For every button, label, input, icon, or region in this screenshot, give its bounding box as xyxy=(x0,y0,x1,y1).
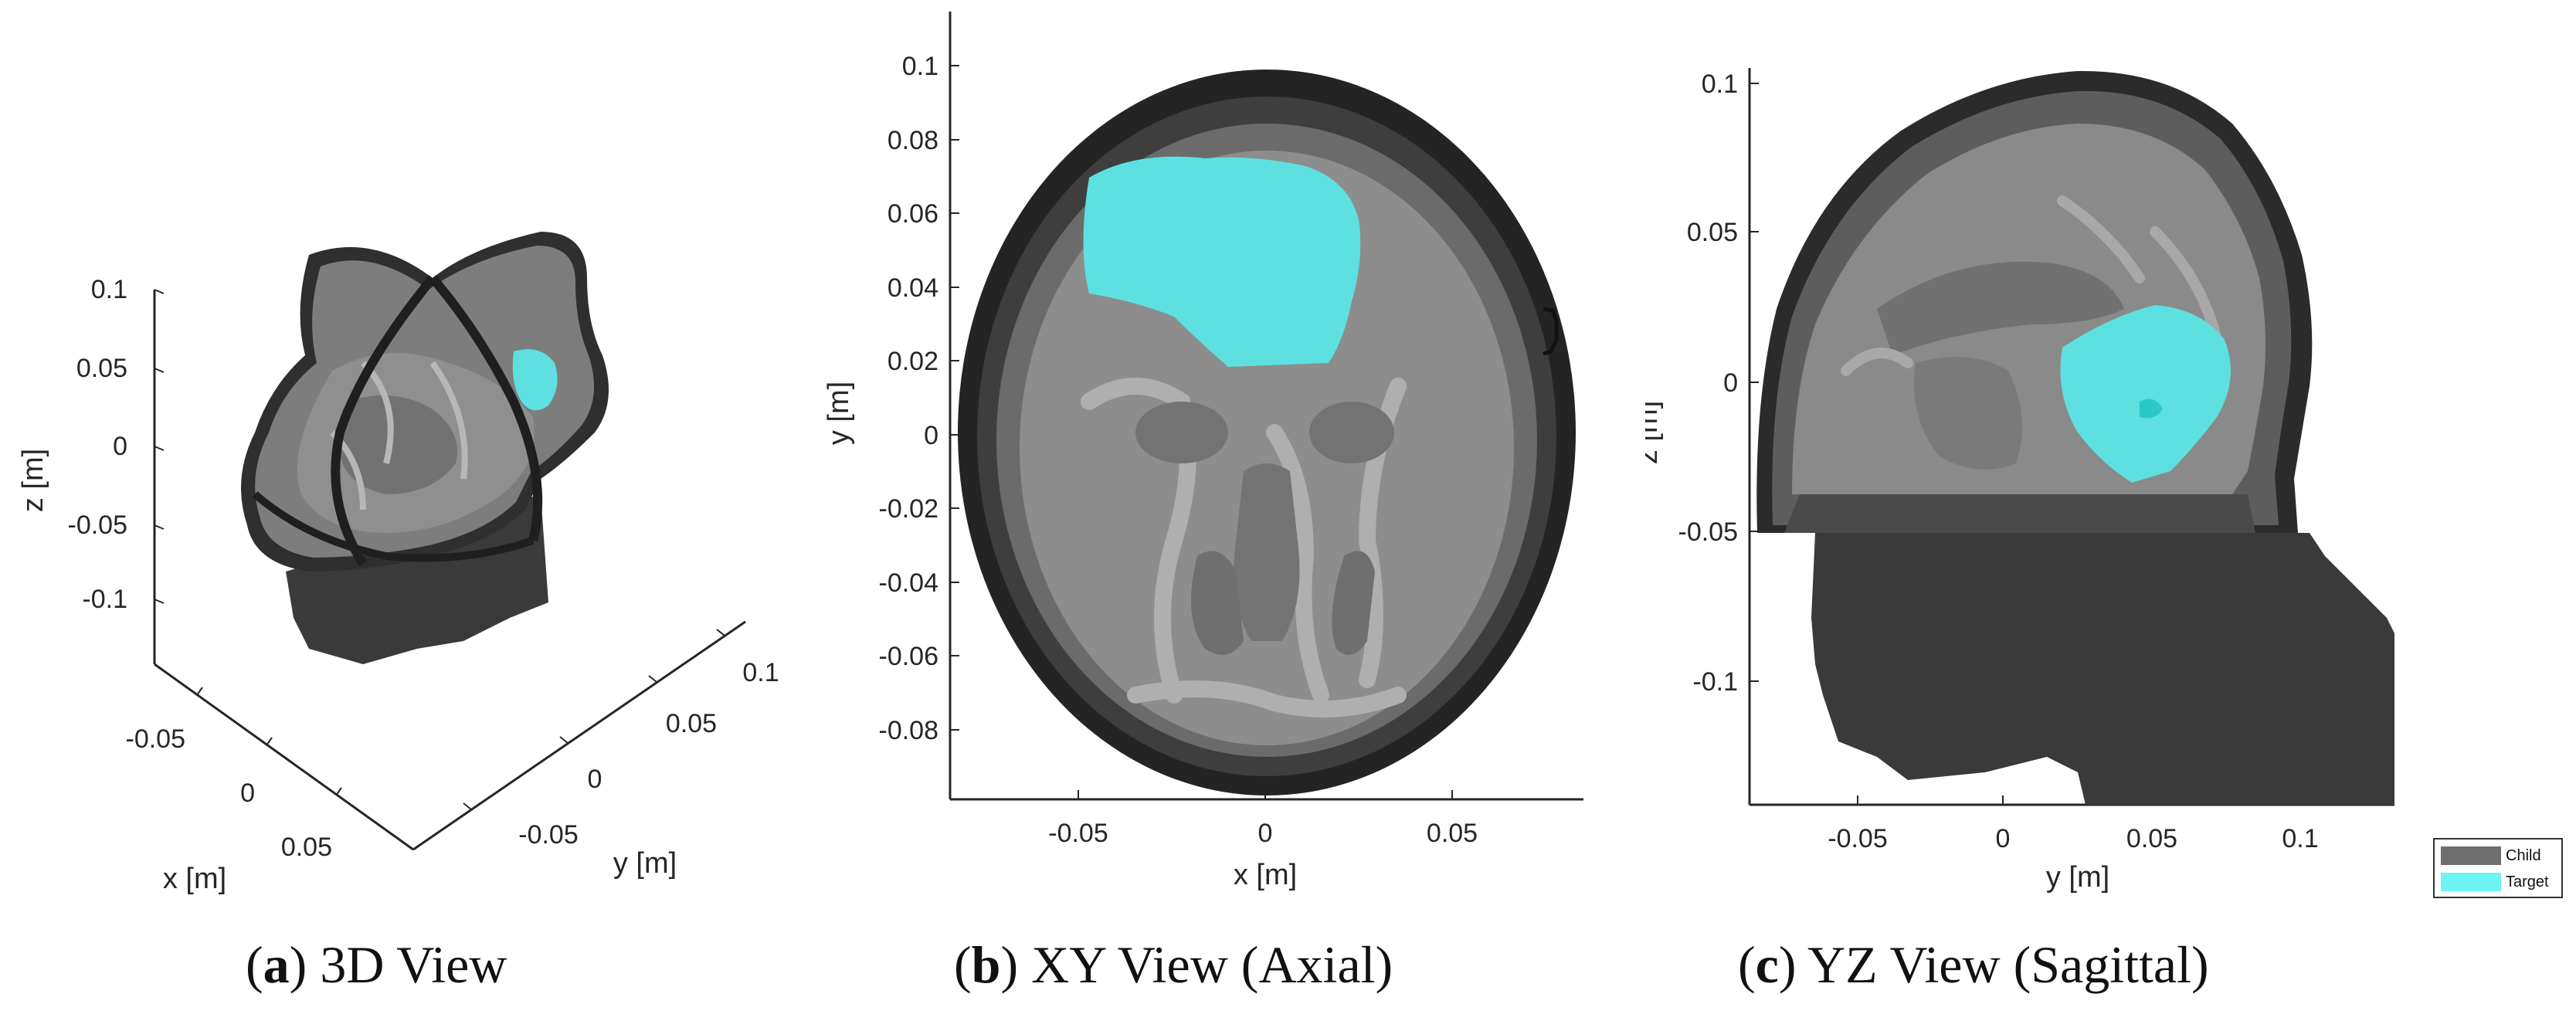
x-axis-label: x [m] xyxy=(1234,859,1297,891)
caption-b-letter: b xyxy=(971,935,1001,994)
legend-item-target: Target xyxy=(2441,870,2549,894)
z-tick-neg0.05: -0.05 xyxy=(68,510,128,540)
panel-yz-view: 0.1 0.05 0 -0.05 -0.1 z [m] -0.05 0 0.05… xyxy=(1631,0,2572,1021)
z-axis-label: z [m] xyxy=(17,449,49,512)
x-tick-0.05: 0.05 xyxy=(1427,819,1478,848)
head-3d-render xyxy=(241,232,609,664)
caption-a: (a) 3D View xyxy=(246,935,507,994)
x-tick-neg0.05: -0.05 xyxy=(1048,819,1108,848)
caption-a-letter: a xyxy=(263,935,290,994)
y-axis-label: y [m] xyxy=(613,847,677,880)
y-tick-0: 0 xyxy=(588,765,602,794)
y-tick-neg0.06: -0.06 xyxy=(879,642,939,671)
legend-swatch-target xyxy=(2441,873,2501,891)
panel-3d-view: 0.1 0.05 0 -0.05 -0.1 z [m] -0.05 0 0.05… xyxy=(0,0,850,1021)
axial-slice-render xyxy=(958,70,1576,795)
z-tick-neg0.1: -0.1 xyxy=(1692,667,1738,697)
legend-label-target: Target xyxy=(2506,873,2549,890)
y-tick-0.1: 0.1 xyxy=(902,52,938,81)
legend-item-child: Child xyxy=(2441,844,2541,867)
caption-c-letter: c xyxy=(1755,935,1779,994)
panel-xy-view: 0.1 0.08 0.06 0.04 0.02 0 -0.02 -0.04 -0… xyxy=(811,0,1645,1021)
y-tick-0.08: 0.08 xyxy=(888,126,938,155)
x-axis-label: x [m] xyxy=(163,863,226,895)
z-tick-neg0.05: -0.05 xyxy=(1678,517,1739,547)
caption-c-text: YZ View (Sagittal) xyxy=(1807,935,2209,994)
y-axis-label: y [m] xyxy=(2046,861,2109,894)
z-tick-0: 0 xyxy=(113,432,127,461)
z-tick-0.05: 0.05 xyxy=(76,354,127,383)
y-tick-neg0.05: -0.05 xyxy=(1828,824,1888,853)
z-tick-0: 0 xyxy=(1723,368,1738,398)
z-tick-neg0.1: -0.1 xyxy=(82,585,127,614)
y-tick-0.06: 0.06 xyxy=(888,199,938,229)
caption-b-text: XY View (Axial) xyxy=(1031,935,1393,994)
y-tick-0.05: 0.05 xyxy=(2126,824,2177,853)
y-tick-neg0.05: -0.05 xyxy=(518,820,579,850)
y-tick-0: 0 xyxy=(1996,824,2011,853)
z-tick-0.1: 0.1 xyxy=(1702,70,1738,99)
plot-yz: 0.1 0.05 0 -0.05 -0.1 z [m] -0.05 0 0.05… xyxy=(1631,68,2394,894)
legend-label-child: Child xyxy=(2506,846,2541,864)
legend-swatch-child xyxy=(2441,846,2501,865)
y-tick-0.04: 0.04 xyxy=(888,273,938,303)
caption-a-text: 3D View xyxy=(320,935,507,994)
caption-b: (b) XY View (Axial) xyxy=(954,935,1393,994)
plot-3d: 0.1 0.05 0 -0.05 -0.1 z [m] -0.05 0 0.05… xyxy=(17,232,779,895)
y-tick-0.02: 0.02 xyxy=(888,347,938,376)
z-axis-label: z [m] xyxy=(1645,401,1664,464)
y-tick-neg0.04: -0.04 xyxy=(879,568,939,598)
y-tick-0.1: 0.1 xyxy=(742,658,779,687)
y-tick-0.1: 0.1 xyxy=(2282,824,2318,853)
x-tick-neg0.05: -0.05 xyxy=(126,724,186,754)
y-axis-label: y [m] xyxy=(823,382,855,445)
caption-c: (c) YZ View (Sagittal) xyxy=(1738,935,2209,994)
y-tick-0: 0 xyxy=(924,421,938,450)
legend: Child Target xyxy=(2433,838,2563,898)
x-tick-0.05: 0.05 xyxy=(281,833,332,862)
y-tick-0.05: 0.05 xyxy=(666,709,717,738)
x-tick-0: 0 xyxy=(1258,819,1273,848)
y-tick-neg0.08: -0.08 xyxy=(879,716,939,745)
x-tick-0: 0 xyxy=(240,778,255,808)
z-tick-0.05: 0.05 xyxy=(1687,218,1738,247)
axes-xy xyxy=(949,12,1583,801)
plot-xy: 0.1 0.08 0.06 0.04 0.02 0 -0.02 -0.04 -0… xyxy=(823,12,1583,891)
z-tick-0.1: 0.1 xyxy=(91,275,127,304)
sagittal-slice-render xyxy=(1756,70,2394,805)
y-tick-neg0.02: -0.02 xyxy=(879,494,939,524)
